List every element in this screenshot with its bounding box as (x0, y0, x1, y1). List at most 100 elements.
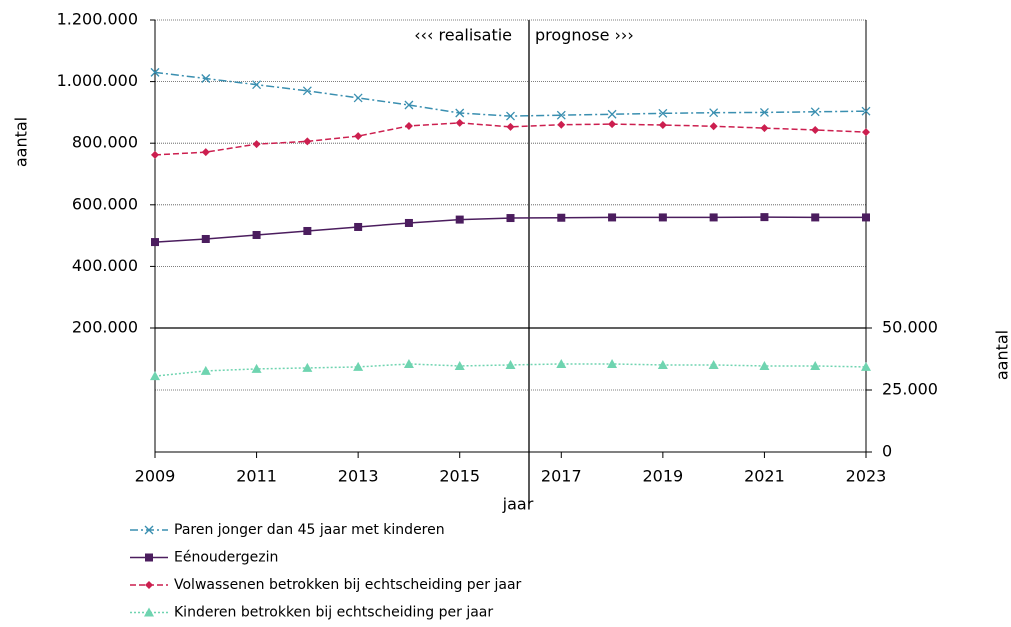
marker (353, 361, 364, 371)
marker (506, 122, 515, 131)
y2-tick-label: 25.000 (882, 380, 938, 399)
x-tick-label: 2021 (744, 467, 785, 486)
marker-stroke (759, 107, 769, 117)
series-line (154, 122, 867, 156)
series-line (154, 71, 867, 117)
annotation: ‹‹‹ realisatie (414, 26, 512, 45)
marker-stroke (810, 107, 820, 117)
y-tick-label: 400.000 (72, 256, 138, 275)
legend-item: Volwassenen betrokken bij echtscheiding … (130, 577, 522, 593)
marker (403, 358, 414, 368)
marker (455, 215, 464, 224)
legend-label: Kinderen betrokken bij echtscheiding per… (174, 605, 493, 621)
marker (709, 213, 718, 222)
marker-stroke (404, 100, 414, 110)
y-tick-label: 200.000 (72, 318, 138, 337)
marker (151, 238, 159, 247)
marker (658, 108, 668, 118)
marker-stroke (455, 108, 465, 118)
marker (201, 234, 210, 243)
y2-axis-label: aantal (993, 330, 1011, 380)
marker (556, 358, 567, 368)
marker (708, 359, 719, 369)
marker (557, 213, 566, 222)
marker-stroke (150, 67, 160, 77)
x-tick-label: 2017 (541, 467, 582, 486)
marker (658, 121, 667, 130)
marker (557, 120, 566, 129)
marker (608, 120, 617, 129)
legend-item: Eénoudergezin (130, 550, 278, 566)
marker-stroke (302, 86, 312, 96)
marker (150, 371, 160, 381)
x-tick-label: 2011 (236, 467, 277, 486)
x-tick-label: 2009 (135, 467, 176, 486)
marker-stroke (506, 111, 515, 121)
marker (861, 361, 871, 371)
marker-stroke (252, 80, 262, 90)
marker (556, 110, 566, 120)
legend-label: Eénoudergezin (174, 550, 278, 566)
marker (811, 125, 820, 134)
marker (862, 213, 870, 222)
marker (760, 124, 769, 133)
marker (354, 132, 363, 141)
marker-stroke (658, 108, 668, 118)
marker (302, 362, 313, 372)
marker (404, 100, 414, 110)
legend-item: Paren jonger dan 45 jaar met kinderen (130, 522, 445, 538)
legend-item: Kinderen betrokken bij echtscheiding per… (130, 605, 493, 621)
marker (354, 222, 363, 231)
marker (150, 67, 160, 77)
marker (353, 93, 363, 103)
marker (709, 122, 718, 131)
marker (759, 360, 770, 370)
marker (760, 213, 769, 222)
marker (200, 365, 211, 375)
marker (811, 213, 820, 222)
marker (252, 140, 261, 149)
marker (506, 111, 515, 121)
annotation: prognose ››› (535, 26, 634, 45)
marker (861, 106, 871, 116)
marker (607, 109, 617, 119)
x-axis-label: jaar (502, 495, 534, 514)
series-line (154, 363, 867, 377)
marker (658, 213, 667, 222)
marker (810, 360, 821, 370)
marker (404, 218, 413, 227)
y-tick-label: 600.000 (72, 194, 138, 213)
marker (607, 358, 618, 368)
marker (303, 226, 312, 235)
marker (145, 581, 153, 589)
y2-tick-label: 0 (882, 442, 892, 461)
marker-stroke (144, 525, 154, 535)
marker (506, 214, 515, 223)
marker (151, 150, 159, 159)
marker (455, 108, 465, 118)
y-tick-label: 1.000.000 (57, 71, 138, 90)
marker (709, 108, 719, 118)
marker (201, 74, 211, 83)
x-tick-label: 2019 (642, 467, 683, 486)
y-tick-label: 1.200.000 (57, 10, 138, 29)
marker-stroke (709, 108, 719, 118)
marker (201, 148, 210, 157)
marker (454, 360, 465, 370)
y-axis-label: aantal (12, 117, 31, 167)
marker (303, 137, 312, 146)
y2-tick-label: 50.000 (882, 318, 938, 337)
marker (144, 607, 154, 617)
marker (404, 121, 413, 130)
marker-stroke (353, 93, 363, 103)
x-tick-label: 2015 (439, 467, 480, 486)
marker (144, 525, 154, 535)
marker-stroke (861, 106, 871, 116)
marker-stroke (556, 110, 566, 120)
marker (302, 86, 312, 96)
y-tick-label: 800.000 (72, 133, 138, 152)
marker-stroke (201, 74, 211, 83)
marker (251, 363, 262, 373)
marker (252, 80, 262, 90)
